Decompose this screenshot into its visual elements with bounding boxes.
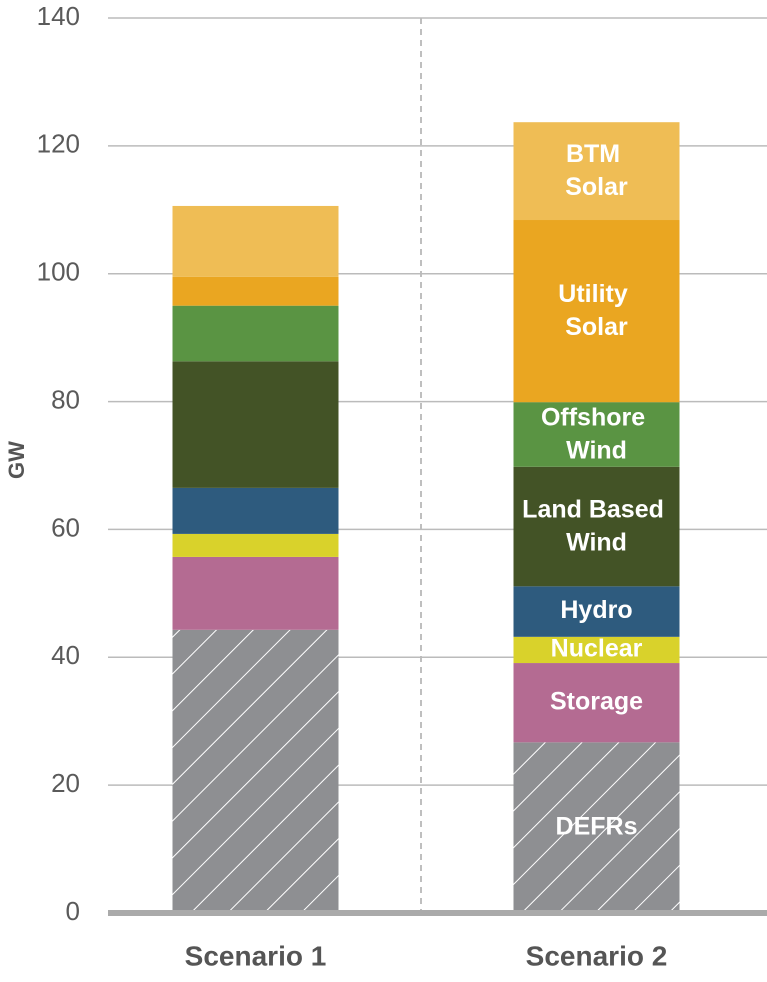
bar-segment (172, 305, 339, 362)
bar-segment (513, 402, 680, 467)
bar-segment (513, 122, 680, 221)
segment-label: Utility Solar (558, 280, 634, 341)
y-tick-label: 100 (37, 257, 80, 287)
segment-label-line: Solar (565, 313, 628, 341)
bar-segment (513, 586, 680, 637)
bar-segment (172, 487, 339, 534)
bar-segment (513, 636, 680, 664)
bar-segment (172, 361, 339, 488)
segment-label: BTM Solar (565, 140, 628, 201)
segment-label: Offshore Wind (541, 403, 652, 464)
segment-label-line: Wind (566, 528, 627, 556)
segment-label: Hydro (560, 596, 632, 624)
bar-hatch (172, 629, 339, 913)
segment-label-line: BTM (566, 140, 627, 168)
segment-label-line: Solar (565, 173, 628, 201)
segment-label: Nuclear (551, 635, 643, 663)
y-axis-label: GW (4, 441, 29, 479)
bar-segment (172, 205, 339, 277)
bar-hatch (513, 742, 680, 913)
y-tick-label: 120 (37, 129, 80, 159)
y-tick-label: 140 (37, 1, 80, 31)
bar-segment (513, 220, 680, 403)
segment-label-line: Utility (558, 280, 634, 308)
y-tick-label: 0 (66, 896, 80, 926)
segment-label: Land Based Wind (522, 495, 671, 556)
segment-label: Storage (550, 687, 643, 715)
y-tick-label: 40 (51, 640, 80, 670)
bar-segment (172, 533, 339, 557)
y-tick-label: 20 (51, 768, 80, 798)
y-tick-label: 60 (51, 512, 80, 542)
x-tick-label: Scenario 2 (526, 940, 668, 971)
x-tick-label: Scenario 1 (185, 940, 327, 971)
segment-label: DEFRs (556, 812, 638, 840)
segment-label-line: Offshore (541, 403, 652, 431)
bar-segment (513, 466, 680, 587)
bar-segment (172, 276, 339, 306)
bar-segment (172, 556, 339, 630)
y-tick-label: 80 (51, 384, 80, 414)
segment-label-line: Wind (566, 436, 627, 464)
segment-label-line: Land Based (522, 495, 671, 523)
bar-segment (513, 663, 680, 743)
